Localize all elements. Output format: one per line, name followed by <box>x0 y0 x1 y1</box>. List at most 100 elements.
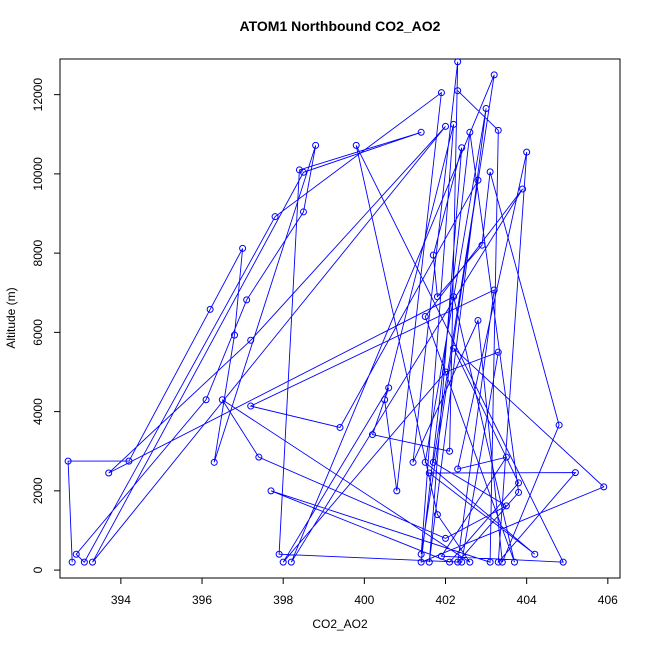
data-point <box>425 469 433 477</box>
data-point <box>450 120 458 128</box>
data-point <box>421 313 429 321</box>
data-point <box>312 141 320 149</box>
data-point <box>243 296 251 304</box>
y-tick-label: 0 <box>31 566 45 573</box>
data-point <box>494 558 502 566</box>
data-point <box>458 144 466 152</box>
x-tick-label: 400 <box>354 593 374 607</box>
y-tick-label: 8000 <box>31 239 45 266</box>
data-point <box>502 502 510 510</box>
y-tick-label: 6000 <box>31 319 45 346</box>
data-point <box>450 344 458 352</box>
x-tick-label: 406 <box>598 593 618 607</box>
data-point <box>279 558 287 566</box>
data-point <box>446 447 454 455</box>
data-point <box>352 141 360 149</box>
data-point <box>68 558 76 566</box>
data-point <box>454 558 462 566</box>
data-point <box>466 128 474 136</box>
data-point <box>482 105 490 113</box>
data-point <box>437 552 445 560</box>
data-point <box>559 558 567 566</box>
y-tick-label: 4000 <box>31 398 45 425</box>
data-point <box>474 316 482 324</box>
data-point <box>454 87 462 95</box>
chart-title: ATOM1 Northbound CO2_AO2 <box>239 18 441 34</box>
series-points <box>64 58 608 566</box>
x-tick-label: 402 <box>435 593 455 607</box>
data-point <box>486 168 494 176</box>
data-point <box>502 453 510 461</box>
data-point <box>368 431 376 439</box>
data-point <box>230 331 238 339</box>
x-axis: 394 396 398 400 402 404 406 <box>111 577 618 607</box>
data-point <box>555 421 563 429</box>
data-point <box>421 458 429 466</box>
data-point <box>417 550 425 558</box>
data-point <box>571 469 579 477</box>
data-point <box>202 396 210 404</box>
data-point <box>417 558 425 566</box>
data-point <box>247 336 255 344</box>
data-point <box>336 423 344 431</box>
data-point <box>255 453 263 461</box>
data-point <box>600 483 608 491</box>
data-point <box>494 126 502 134</box>
x-tick-label: 396 <box>192 593 212 607</box>
data-point <box>490 286 498 294</box>
data-point <box>446 558 454 566</box>
data-point <box>125 457 133 465</box>
data-point <box>433 511 441 519</box>
data-point <box>88 558 96 566</box>
data-point <box>437 89 445 97</box>
data-point <box>299 208 307 216</box>
x-tick-label: 404 <box>517 593 537 607</box>
data-point <box>510 558 518 566</box>
data-point <box>442 368 450 376</box>
y-axis: 0 2000 4000 6000 8000 10000 12000 <box>31 78 61 573</box>
data-point <box>80 558 88 566</box>
data-point <box>429 458 437 466</box>
series-line <box>67 61 605 564</box>
data-point <box>515 488 523 496</box>
data-point <box>295 166 303 174</box>
data-point <box>218 396 226 404</box>
data-point <box>381 396 389 404</box>
y-tick-label: 12000 <box>31 78 45 112</box>
data-point <box>105 469 113 477</box>
data-point <box>486 558 494 566</box>
data-point <box>474 176 482 184</box>
data-point <box>450 293 458 301</box>
data-point <box>247 402 255 410</box>
data-point <box>466 558 474 566</box>
data-point <box>287 558 295 566</box>
data-point <box>417 128 425 136</box>
data-point <box>409 458 417 466</box>
x-axis-label: CO2_AO2 <box>312 617 368 631</box>
data-point <box>454 465 462 473</box>
series-lines <box>67 61 605 564</box>
y-tick-label: 2000 <box>31 477 45 504</box>
data-point <box>442 534 450 542</box>
x-tick-label: 398 <box>273 593 293 607</box>
data-point <box>393 487 401 495</box>
data-point <box>385 384 393 392</box>
data-point <box>478 241 486 249</box>
data-point <box>275 550 283 558</box>
x-tick-label: 394 <box>111 593 131 607</box>
data-point <box>523 148 531 156</box>
data-point <box>64 457 72 465</box>
data-point <box>498 558 506 566</box>
data-point <box>490 71 498 79</box>
data-point <box>515 479 523 487</box>
data-point <box>429 251 437 259</box>
data-point <box>454 58 462 66</box>
data-point <box>442 122 450 130</box>
data-point <box>206 305 214 313</box>
data-point <box>519 185 527 193</box>
data-point <box>210 458 218 466</box>
data-point <box>531 550 539 558</box>
data-point <box>72 550 80 558</box>
data-point <box>239 244 247 252</box>
